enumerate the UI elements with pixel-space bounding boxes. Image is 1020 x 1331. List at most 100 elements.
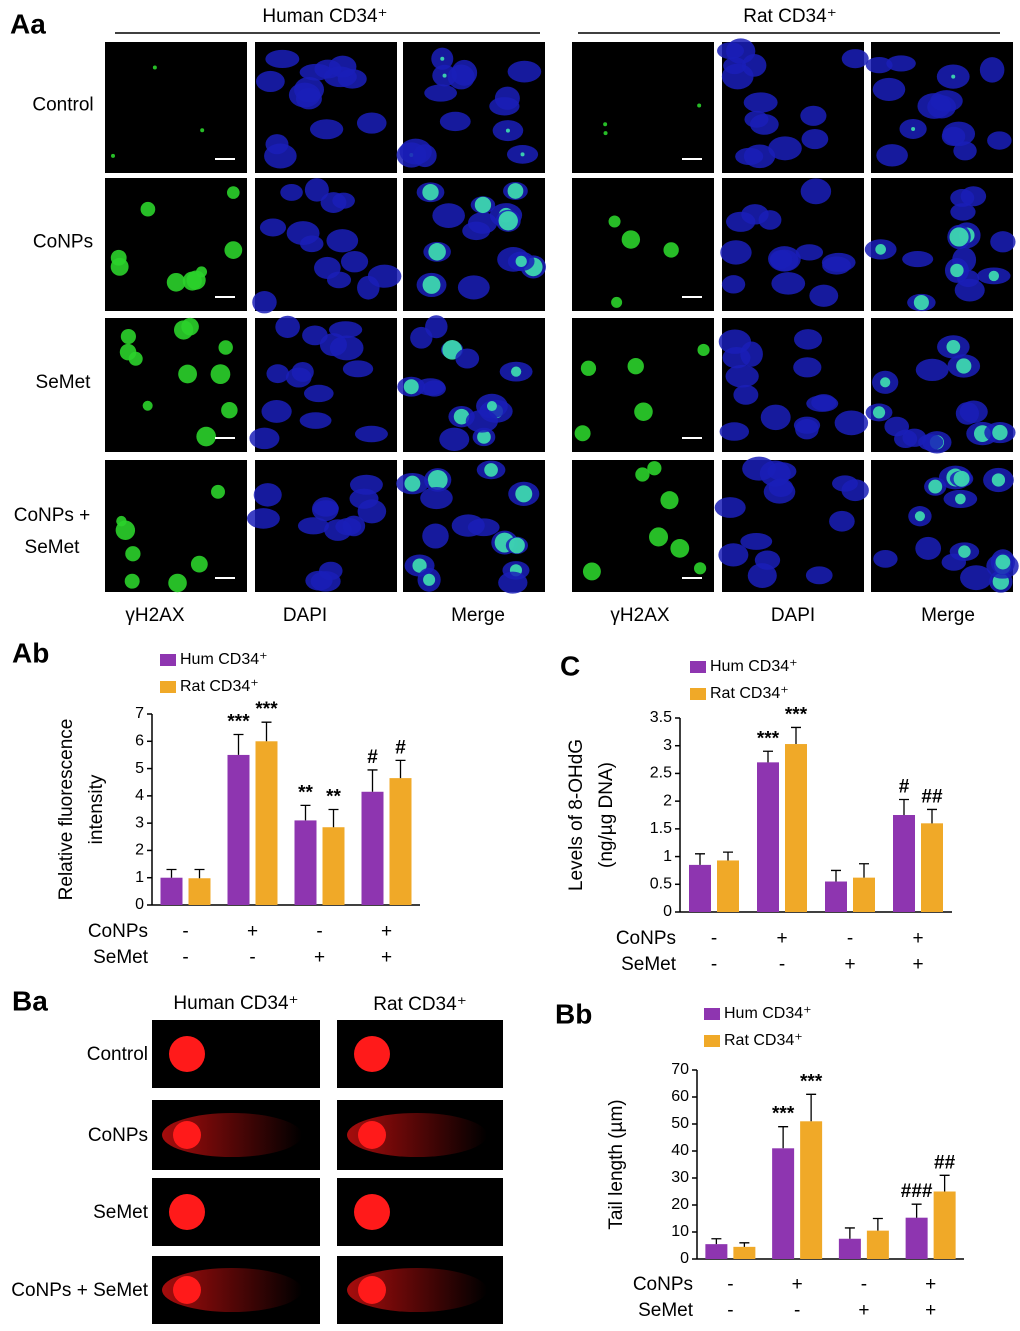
nucleus xyxy=(451,59,478,86)
foci xyxy=(953,470,970,487)
y-axis-label: intensity xyxy=(86,774,107,844)
condition-sign: - xyxy=(847,928,853,949)
legend-swatch xyxy=(160,681,176,693)
significance-label: ## xyxy=(921,786,943,807)
legend-label: Rat CD34⁺ xyxy=(724,1032,803,1049)
foci xyxy=(603,131,608,136)
foci xyxy=(697,103,702,108)
micrograph xyxy=(105,42,247,173)
nucleus xyxy=(841,49,869,69)
y-tick-label: 10 xyxy=(671,1223,689,1240)
nucleus xyxy=(252,291,277,314)
foci xyxy=(140,201,156,217)
row-label: CoNPs xyxy=(88,1125,148,1146)
bar xyxy=(800,1121,823,1259)
nucleus xyxy=(754,550,781,570)
foci xyxy=(992,424,1008,441)
nucleus xyxy=(953,141,977,161)
nucleus xyxy=(439,111,471,132)
nucleus xyxy=(740,532,773,550)
foci xyxy=(125,546,141,562)
foci xyxy=(152,65,157,70)
nucleus xyxy=(425,315,448,339)
foci xyxy=(914,511,925,522)
foci xyxy=(621,230,641,249)
error-bar xyxy=(844,1227,855,1239)
foci xyxy=(649,527,669,547)
condition-sign: - xyxy=(249,947,255,968)
bar xyxy=(689,864,711,912)
condition-sign: + xyxy=(381,947,392,968)
foci xyxy=(670,538,690,558)
foci xyxy=(166,272,186,292)
nucleus xyxy=(342,360,374,378)
nucleus xyxy=(872,77,906,101)
error-bar xyxy=(300,804,311,821)
bar xyxy=(733,1246,756,1259)
nucleus xyxy=(719,422,750,441)
foci xyxy=(111,153,116,158)
nucleus xyxy=(246,508,280,529)
group-header: Rat CD34⁺ xyxy=(373,994,466,1015)
foci xyxy=(477,430,491,444)
group-header: Human CD34⁺ xyxy=(173,993,298,1014)
nucleus xyxy=(805,566,833,585)
nucleus xyxy=(399,138,432,165)
error-bar xyxy=(328,808,339,828)
nucleus xyxy=(950,189,975,207)
foci xyxy=(498,211,518,231)
y-tick-label: 4 xyxy=(135,787,144,804)
error-bar xyxy=(806,1093,817,1122)
foci xyxy=(422,275,441,294)
bar xyxy=(853,877,875,912)
y-tick-label: 0 xyxy=(663,903,672,920)
y-tick-label: 5 xyxy=(135,760,144,777)
condition-label: SeMet xyxy=(638,1300,694,1321)
foci xyxy=(218,340,233,355)
error-bar xyxy=(791,726,801,745)
bar xyxy=(160,877,183,905)
condition-sign: - xyxy=(727,1300,733,1321)
y-tick-label: 2 xyxy=(135,842,144,859)
nucleus xyxy=(725,364,759,388)
foci xyxy=(958,545,971,558)
nucleus xyxy=(950,203,976,221)
nucleus xyxy=(834,410,869,436)
nucleus xyxy=(507,60,542,83)
error-bar xyxy=(261,721,272,742)
foci xyxy=(611,296,623,308)
nucleus xyxy=(455,348,480,369)
nucleus xyxy=(342,515,366,537)
foci xyxy=(128,351,143,366)
nucleus xyxy=(356,112,387,134)
foci xyxy=(442,73,447,78)
bar xyxy=(905,1217,928,1259)
foci xyxy=(124,573,140,589)
nucleus xyxy=(304,178,329,202)
nucleus xyxy=(340,250,369,273)
nucleus xyxy=(743,144,776,169)
error-bar xyxy=(859,863,869,878)
condition-sign: + xyxy=(925,1274,936,1295)
significance-label: # xyxy=(395,737,406,758)
foci xyxy=(520,152,525,157)
nucleus xyxy=(918,434,944,451)
micrograph xyxy=(871,178,1013,311)
nucleus xyxy=(758,210,782,230)
nucleus xyxy=(280,183,303,201)
significance-label: *** xyxy=(772,1104,795,1125)
group-header: Human CD34⁺ xyxy=(262,6,387,27)
nucleus xyxy=(767,462,797,481)
error-bar xyxy=(778,1126,789,1149)
y-tick-label: 2.5 xyxy=(650,765,672,782)
foci xyxy=(608,215,621,228)
nucleus xyxy=(451,514,485,537)
condition-sign: - xyxy=(182,921,188,942)
comet-tail xyxy=(162,1113,302,1157)
bar xyxy=(389,778,412,905)
nucleus xyxy=(498,571,528,594)
foci xyxy=(142,400,153,411)
condition-sign: - xyxy=(727,1274,733,1295)
bar xyxy=(255,741,278,905)
foci xyxy=(190,555,208,573)
